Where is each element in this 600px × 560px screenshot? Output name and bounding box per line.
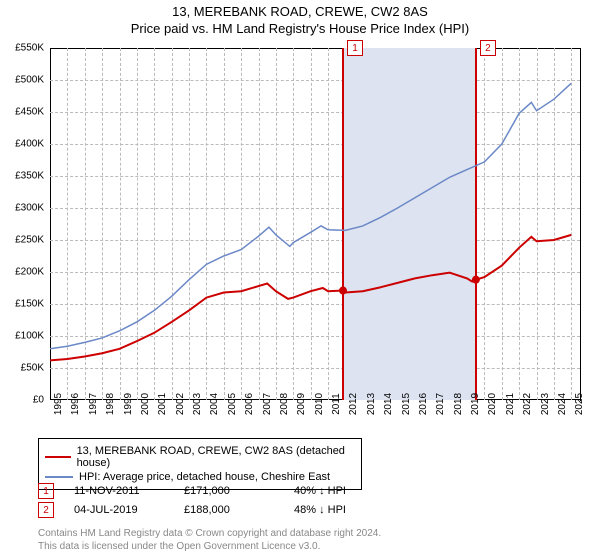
title-line2: Price paid vs. HM Land Registry's House … bbox=[0, 21, 600, 36]
sale-marker-badge: 2 bbox=[38, 502, 54, 518]
disclaimer-line: Contains HM Land Registry data © Crown c… bbox=[38, 528, 381, 541]
sale-row: 2 04-JUL-2019 £188,000 48% ↓ HPI bbox=[38, 502, 384, 518]
legend-swatch bbox=[45, 476, 73, 478]
sale-delta: 48% ↓ HPI bbox=[294, 504, 384, 516]
legend-item: 13, MEREBANK ROAD, CREWE, CW2 8AS (detac… bbox=[45, 445, 355, 469]
title-block: 13, MEREBANK ROAD, CREWE, CW2 8AS Price … bbox=[0, 0, 600, 36]
sale-marker-badge: 1 bbox=[38, 483, 54, 499]
sale-row: 1 11-NOV-2011 £171,000 40% ↓ HPI bbox=[38, 483, 384, 499]
title-line1: 13, MEREBANK ROAD, CREWE, CW2 8AS bbox=[0, 4, 600, 19]
chart-container: 13, MEREBANK ROAD, CREWE, CW2 8AS Price … bbox=[0, 0, 600, 560]
plot-area: 12 bbox=[50, 48, 580, 400]
legend-swatch bbox=[45, 456, 71, 458]
sale-date: 04-JUL-2019 bbox=[74, 504, 164, 516]
sale-table: 1 11-NOV-2011 £171,000 40% ↓ HPI 2 04-JU… bbox=[38, 480, 384, 521]
disclaimer-line: This data is licensed under the Open Gov… bbox=[38, 541, 381, 554]
y-axis: £0£50K£100K£150K£200K£250K£300K£350K£400… bbox=[0, 48, 50, 400]
legend-label: 13, MEREBANK ROAD, CREWE, CW2 8AS (detac… bbox=[77, 445, 355, 469]
sale-price: £188,000 bbox=[184, 504, 274, 516]
sale-price: £171,000 bbox=[184, 485, 274, 497]
sale-date: 11-NOV-2011 bbox=[74, 485, 164, 497]
disclaimer: Contains HM Land Registry data © Crown c… bbox=[38, 528, 381, 553]
line-series bbox=[50, 48, 580, 400]
sale-delta: 40% ↓ HPI bbox=[294, 485, 384, 497]
